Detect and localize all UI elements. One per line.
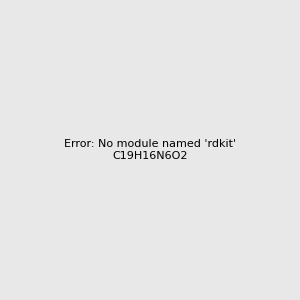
Text: Error: No module named 'rdkit'
C19H16N6O2: Error: No module named 'rdkit' C19H16N6O…	[64, 139, 236, 161]
